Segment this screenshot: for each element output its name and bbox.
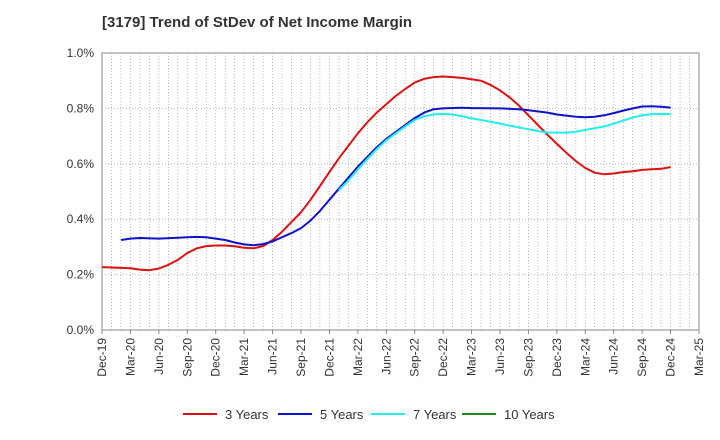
x-tick-label: Sep-21: [294, 338, 308, 377]
x-tick-label: Dec-21: [322, 338, 336, 377]
y-tick-label: 0.0%: [67, 323, 95, 337]
y-tick-label: 0.4%: [67, 212, 95, 226]
x-tick-label: Dec-22: [436, 338, 450, 377]
x-tick-label: Mar-22: [351, 338, 365, 376]
legend-label: 5 Years: [320, 407, 364, 422]
x-tick-label: Dec-24: [664, 338, 678, 377]
legend-label: 7 Years: [413, 407, 457, 422]
y-tick-label: 0.2%: [67, 268, 95, 282]
x-tick-label: Sep-22: [408, 338, 422, 377]
x-tick-label: Mar-20: [123, 338, 137, 376]
x-axis: Dec-19 Mar-20 Jun-20 Sep-20 Dec-20 Mar-21 Jun-…: [95, 330, 706, 377]
series-line-5-years: [120, 105, 671, 247]
x-tick-label: Jun-24: [607, 338, 621, 375]
x-tick-label: Dec-23: [550, 338, 564, 377]
grid: [102, 53, 699, 330]
x-tick-label: Dec-20: [209, 338, 223, 377]
y-tick-label: 1.0%: [67, 46, 95, 60]
x-tick-label: Dec-19: [95, 338, 109, 377]
x-tick-label: Mar-23: [465, 338, 479, 376]
y-tick-label: 0.8%: [67, 101, 95, 115]
legend-label: 10 Years: [504, 407, 555, 422]
x-tick-label: Mar-25: [692, 338, 706, 376]
x-tick-label: Mar-24: [578, 338, 592, 376]
x-tick-label: Jun-20: [152, 338, 166, 375]
legend: 3 Years 5 Years 7 Years 10 Years: [183, 407, 555, 422]
y-tick-label: 0.6%: [67, 157, 95, 171]
x-tick-label: Sep-20: [180, 338, 194, 377]
x-tick-label: Jun-22: [379, 338, 393, 375]
series-lines: [101, 75, 671, 272]
series-line-3-years: [101, 75, 671, 272]
chart-title: [3179] Trend of StDev of Net Income Marg…: [102, 14, 413, 31]
x-tick-label: Mar-21: [237, 338, 251, 376]
x-tick-label: Sep-24: [635, 338, 649, 377]
x-tick-label: Sep-23: [521, 338, 535, 377]
series-line-7-years: [338, 112, 671, 191]
y-axis: 0.0% 0.2% 0.4% 0.6% 0.8% 1.0%: [67, 46, 95, 337]
x-tick-label: Jun-21: [266, 338, 280, 375]
plot-area-frame: [101, 52, 700, 331]
x-tick-label: Jun-23: [493, 338, 507, 375]
legend-label: 3 Years: [225, 407, 269, 422]
